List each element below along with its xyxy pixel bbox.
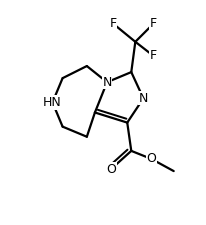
Text: O: O (106, 163, 116, 176)
Text: N: N (139, 92, 148, 105)
Text: HN: HN (43, 96, 62, 109)
Text: F: F (150, 17, 157, 30)
Text: F: F (150, 50, 157, 62)
Text: F: F (110, 17, 117, 30)
Text: O: O (146, 153, 156, 165)
Text: N: N (102, 76, 112, 89)
